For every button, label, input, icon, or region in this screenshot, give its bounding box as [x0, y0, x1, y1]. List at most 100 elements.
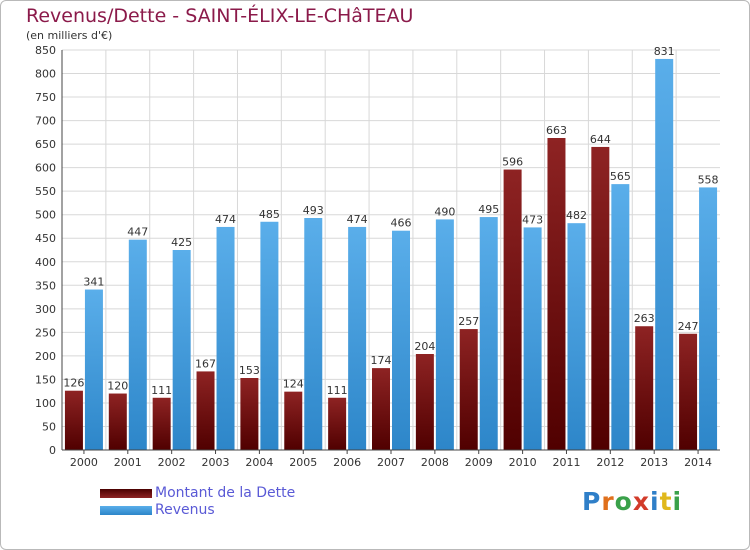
data-label-revenue-2009: 495 — [478, 203, 499, 216]
bar-revenue-2009 — [479, 217, 498, 450]
x-tick-label-2006: 2006 — [333, 456, 361, 469]
bar-revenue-2011 — [567, 223, 586, 450]
bar-debt-2002 — [152, 397, 171, 450]
bar-revenue-2008 — [435, 219, 454, 450]
data-label-debt-2011: 663 — [546, 124, 567, 137]
bar-revenue-2006 — [348, 226, 367, 450]
data-label-debt-2013: 263 — [634, 312, 655, 325]
data-label-revenue-2001: 447 — [127, 226, 148, 239]
label-layer: 0 50 100 150 200 250 300 350 400 450 500 550 600 650 7… — [35, 44, 719, 469]
legend-swatch-debt — [100, 489, 152, 498]
x-tick-label-2000: 2000 — [70, 456, 98, 469]
data-label-revenue-2004: 485 — [259, 208, 280, 221]
y-tick-label-550: 550 — [35, 185, 56, 198]
y-tick-label-50: 50 — [42, 420, 56, 433]
bar-revenue-2010 — [523, 227, 542, 450]
y-tick-label-850: 850 — [35, 44, 56, 57]
x-tick-label-2014: 2014 — [684, 456, 712, 469]
bar-debt-2007 — [372, 368, 390, 450]
data-label-debt-2001: 120 — [107, 380, 128, 393]
data-label-revenue-2006: 474 — [347, 213, 368, 226]
data-label-revenue-2010: 473 — [522, 213, 543, 226]
bar-debt-2000 — [64, 390, 83, 450]
bar-debt-2005 — [284, 391, 303, 450]
grid-layer — [62, 49, 720, 450]
y-tick-label-800: 800 — [35, 68, 56, 81]
bar-revenue-2014 — [699, 187, 718, 451]
y-tick-label-0: 0 — [49, 444, 56, 457]
data-label-debt-2014: 247 — [678, 320, 699, 333]
data-label-debt-2009: 257 — [458, 315, 479, 328]
bar-debt-2014 — [679, 333, 698, 450]
data-label-debt-2002: 111 — [151, 384, 172, 397]
data-label-debt-2010: 596 — [502, 156, 523, 169]
data-label-revenue-2000: 341 — [83, 276, 104, 289]
y-tick-label-300: 300 — [35, 303, 56, 316]
legend-swatch-revenue — [100, 506, 152, 515]
x-tick-label-2001: 2001 — [114, 456, 142, 469]
x-tick-label-2009: 2009 — [465, 456, 493, 469]
data-label-debt-2005: 124 — [283, 378, 304, 391]
bar-debt-2001 — [108, 393, 127, 450]
data-label-debt-2000: 126 — [63, 377, 84, 390]
bar-revenue-2003 — [216, 226, 235, 450]
y-tick-label-250: 250 — [35, 326, 56, 339]
bar-revenue-2004 — [260, 221, 279, 450]
data-label-debt-2007: 174 — [371, 354, 392, 367]
data-label-revenue-2005: 493 — [303, 204, 324, 217]
bar-revenue-2001 — [128, 239, 147, 450]
data-label-debt-2004: 153 — [239, 364, 260, 377]
bar-debt-2004 — [240, 378, 259, 450]
proxiti-logo: Proxiti — [582, 487, 683, 516]
bar-revenue-2007 — [392, 230, 410, 450]
y-tick-label-200: 200 — [35, 350, 56, 363]
bar-debt-2012 — [591, 146, 610, 451]
bar-debt-2010 — [503, 169, 522, 450]
y-tick-label-650: 650 — [35, 138, 56, 151]
y-tick-label-500: 500 — [35, 209, 56, 222]
data-label-debt-2006: 111 — [327, 384, 348, 397]
data-label-revenue-2011: 482 — [566, 209, 587, 222]
x-tick-label-2007: 2007 — [377, 456, 405, 469]
y-tick-label-150: 150 — [35, 373, 56, 386]
bar-revenue-2005 — [304, 218, 323, 450]
bar-revenue-2000 — [84, 289, 103, 450]
x-tick-label-2010: 2010 — [509, 456, 537, 469]
x-tick-label-2002: 2002 — [158, 456, 186, 469]
bar-revenue-2013 — [655, 58, 674, 451]
x-tick-label-2004: 2004 — [245, 456, 273, 469]
y-tick-label-400: 400 — [35, 256, 56, 269]
bar-debt-2009 — [459, 329, 478, 450]
data-label-debt-2012: 644 — [590, 133, 611, 146]
bar-debt-2011 — [547, 138, 566, 450]
bar-revenue-2002 — [172, 250, 191, 450]
chart-title: Revenus/Dette - SAINT-ÉLIX-LE-CHâTEAU — [26, 5, 414, 27]
y-tick-label-100: 100 — [35, 397, 56, 410]
legend-label-revenue: Revenus — [155, 502, 215, 518]
data-label-revenue-2014: 558 — [698, 173, 719, 186]
x-tick-label-2003: 2003 — [202, 456, 230, 469]
data-label-revenue-2008: 490 — [434, 205, 455, 218]
axis-layer — [61, 50, 720, 454]
chart-subtitle: (en milliers d'€) — [26, 29, 113, 42]
y-tick-label-700: 700 — [35, 115, 56, 128]
x-tick-label-2011: 2011 — [552, 456, 580, 469]
x-tick-label-2008: 2008 — [421, 456, 449, 469]
data-label-revenue-2012: 565 — [610, 170, 631, 183]
y-tick-label-350: 350 — [35, 279, 56, 292]
bar-layer — [64, 58, 718, 451]
data-label-revenue-2013: 831 — [654, 45, 675, 58]
bar-revenue-2012 — [611, 184, 630, 450]
y-tick-label-450: 450 — [35, 232, 56, 245]
bar-debt-2003 — [196, 371, 215, 450]
bar-debt-2006 — [328, 397, 347, 450]
legend-label-debt: Montant de la Dette — [155, 485, 296, 501]
y-tick-label-750: 750 — [35, 91, 56, 104]
x-tick-label-2012: 2012 — [596, 456, 624, 469]
y-tick-label-600: 600 — [35, 162, 56, 175]
data-label-debt-2003: 167 — [195, 357, 216, 370]
data-label-revenue-2002: 425 — [171, 236, 192, 249]
data-label-revenue-2007: 466 — [391, 217, 412, 230]
x-tick-label-2005: 2005 — [289, 456, 317, 469]
